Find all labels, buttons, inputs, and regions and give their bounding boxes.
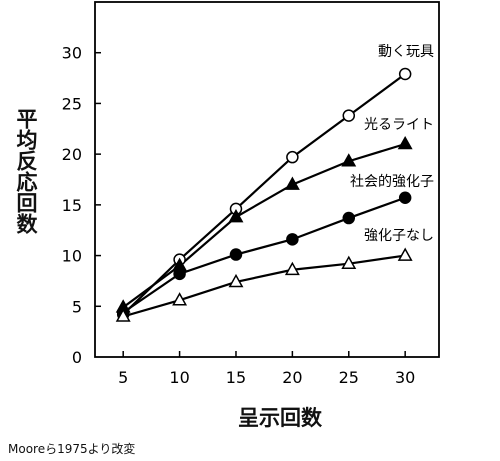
- source-note: Mooreら1975より改変: [8, 442, 136, 456]
- data-point-triangle: [397, 135, 413, 150]
- series-line: [122, 73, 406, 316]
- y-tick-label: 20: [62, 145, 82, 164]
- data-point-triangle: [228, 208, 244, 223]
- data-point-triangle: [397, 247, 413, 261]
- series-label: 強化子なし: [364, 228, 434, 244]
- y-tick-label: 15: [62, 196, 82, 215]
- data-point-circle: [342, 109, 356, 122]
- series-line: [122, 196, 406, 314]
- data-point-circle: [342, 211, 356, 225]
- data-point-circle: [229, 248, 243, 261]
- data-point-circle: [173, 267, 186, 281]
- y-tick-label: 30: [62, 44, 82, 63]
- series-line: [122, 254, 406, 318]
- data-point-triangle: [284, 261, 300, 276]
- chart-series-lines: [122, 73, 406, 318]
- y-tick-label: 25: [62, 94, 82, 113]
- series-label: 動く玩具: [378, 44, 434, 60]
- x-tick-label: 10: [169, 368, 189, 387]
- x-tick-label: 15: [226, 368, 246, 387]
- data-point-circle: [286, 150, 299, 164]
- y-tick-label: 5: [72, 297, 82, 316]
- series-line: [122, 142, 406, 309]
- x-axis-label: 呈示回数: [238, 406, 322, 430]
- series-label: 光るライト: [364, 117, 434, 133]
- data-point-circle: [398, 67, 412, 81]
- data-point-triangle: [341, 255, 357, 269]
- plot-frame: [94, 1, 440, 358]
- chart-series-markers: [115, 67, 413, 322]
- data-point-triangle: [228, 273, 244, 288]
- x-tick-label: 5: [118, 368, 128, 387]
- data-point-triangle: [341, 153, 357, 167]
- y-tick-label: 0: [72, 348, 82, 367]
- x-tick-label: 20: [282, 368, 302, 387]
- data-point-triangle: [115, 308, 131, 322]
- chart-ticks: 0 5 10 15 20 25 30 5 10 15 20 25 30: [62, 44, 416, 387]
- x-tick-label: 30: [395, 368, 415, 387]
- data-point-triangle: [284, 176, 300, 190]
- series-label: 社会的強化子: [350, 174, 434, 190]
- x-tick-label: 25: [339, 368, 359, 387]
- y-axis-label: 平均反応回数: [14, 108, 38, 234]
- data-point-triangle: [172, 292, 188, 306]
- data-point-circle: [398, 191, 412, 205]
- y-tick-label: 10: [62, 247, 82, 266]
- data-point-circle: [286, 233, 299, 246]
- chart-axes: [94, 1, 440, 358]
